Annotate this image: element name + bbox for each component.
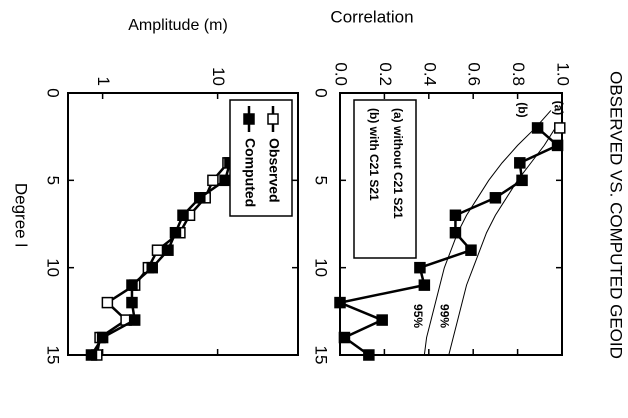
y-axis-label: Correlation xyxy=(330,7,413,26)
legend-box xyxy=(229,99,293,217)
marker xyxy=(363,349,375,361)
plot-frame xyxy=(339,92,563,356)
legend-label: (b) with C21 S21 xyxy=(367,108,381,201)
rotated-plot: OBSERVED VS. COMPUTED GEOID Degree l 0 5 1… xyxy=(12,62,626,364)
marker xyxy=(126,279,138,291)
series-tag: (b) xyxy=(515,102,529,117)
marker xyxy=(151,244,164,256)
marker xyxy=(128,314,141,326)
marker xyxy=(489,192,502,204)
curve-label: 95% xyxy=(411,304,425,328)
x-tick-label: 5 xyxy=(312,176,331,185)
marker xyxy=(414,261,426,274)
y-tick-label: 1 xyxy=(94,77,113,86)
marker xyxy=(554,122,566,134)
marker xyxy=(516,174,528,187)
plot-frame xyxy=(67,92,299,356)
legend-label: (a) without C21 S21 xyxy=(391,108,405,219)
x-tick-label: 0 xyxy=(44,88,63,97)
x-tick-label: 15 xyxy=(312,346,331,365)
marker xyxy=(465,244,477,256)
marker xyxy=(531,122,544,134)
y-tick-label: 0.6 xyxy=(465,62,484,86)
y-tick-label: 0.0 xyxy=(332,62,351,86)
y-tick-label: 10 xyxy=(209,67,228,86)
y-tick-label: 0.2 xyxy=(376,62,395,86)
x-tick-label: 10 xyxy=(44,258,63,277)
x-tick-label: 5 xyxy=(44,176,63,185)
x-tick-label: 15 xyxy=(44,346,63,365)
marker xyxy=(338,331,351,344)
marker xyxy=(177,209,189,222)
legend-marker xyxy=(243,113,255,125)
marker xyxy=(514,157,526,169)
marker xyxy=(551,139,564,152)
marker xyxy=(207,174,219,187)
y-tick-label: 1.0 xyxy=(554,62,573,86)
marker xyxy=(219,174,231,187)
marker xyxy=(449,209,462,222)
legend-label: Computed xyxy=(242,138,258,207)
chart-title: OBSERVED VS. COMPUTED GEOID xyxy=(607,71,626,359)
marker xyxy=(418,279,431,291)
marker xyxy=(376,314,388,326)
y-tick-label: 0.4 xyxy=(420,62,439,86)
x-tick-label: 0 xyxy=(312,88,331,97)
legend-marker xyxy=(267,113,279,125)
marker xyxy=(162,244,174,256)
marker xyxy=(126,296,138,309)
marker xyxy=(85,349,98,361)
marker xyxy=(194,192,206,204)
legend-label: Observed xyxy=(266,138,282,203)
y-tick-label: 0.8 xyxy=(509,62,528,86)
marker xyxy=(96,331,109,344)
reference-curve xyxy=(448,127,556,356)
curve-label: 99% xyxy=(437,304,451,328)
x-axis-label: Degree l xyxy=(12,183,31,247)
marker xyxy=(169,226,182,239)
marker xyxy=(101,296,114,309)
y-axis-label: Amplitude (m) xyxy=(128,17,228,34)
marker xyxy=(334,296,346,309)
x-tick-label: 10 xyxy=(312,258,331,277)
legend-box xyxy=(353,99,417,259)
series-tag: (a) xyxy=(552,101,566,116)
marker xyxy=(449,226,462,239)
marker xyxy=(146,261,158,274)
